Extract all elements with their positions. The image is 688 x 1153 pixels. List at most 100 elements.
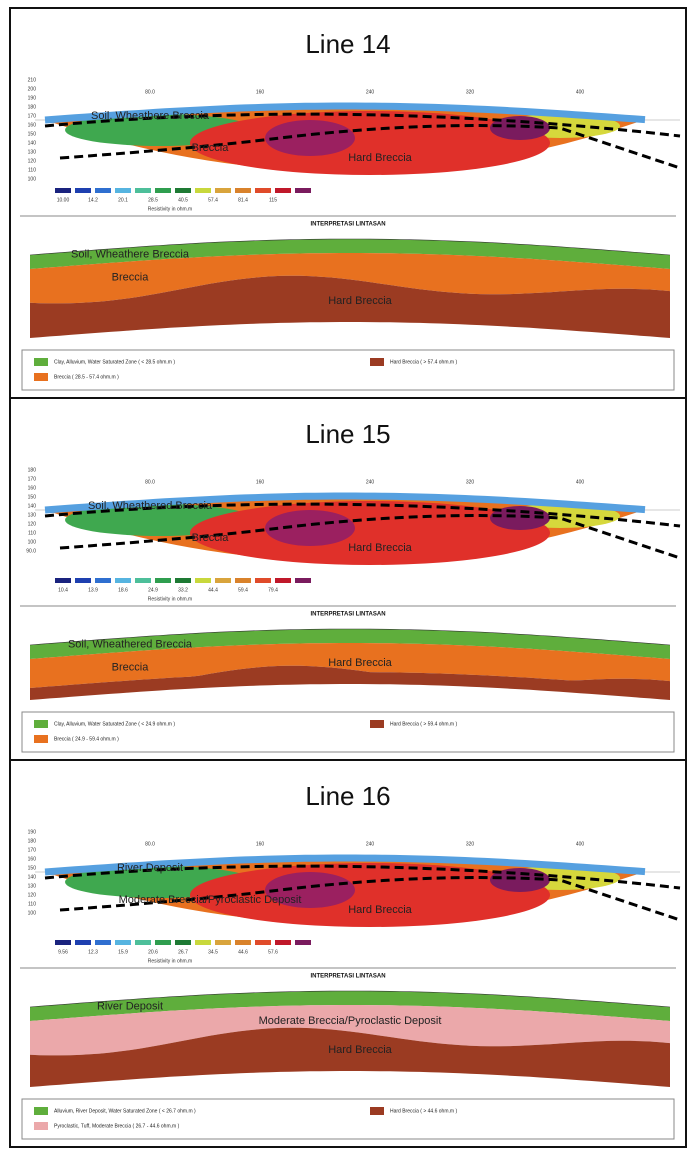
y-tick-label: 130 [28,512,37,518]
interp-title: INTERPRETASI LINTASAN [310,612,385,618]
section-label: River Deposit [117,862,183,874]
y-tick-label: 170 [28,847,37,853]
section-label: Hard Breccia [348,904,412,916]
y-tick-label: 210 [28,77,37,83]
interp-label: River Deposit [97,1000,163,1012]
y-tick-label: 100 [28,910,37,916]
x-tick-label: 80.0 [145,841,155,847]
x-tick-label: 320 [466,841,475,847]
scale-value: 28.5 [148,197,158,203]
interp-label: Breccia [112,661,150,673]
y-tick-label: 200 [28,86,37,92]
y-tick-label: 120 [28,158,37,164]
section-label: Soil, Wheathere Breccia [91,110,210,122]
x-tick-label: 240 [366,841,375,847]
scale-swatch [95,578,111,583]
y-tick-label: 170 [28,113,37,119]
scale-value: 40.5 [178,197,188,203]
scale-value: 34.5 [208,949,218,955]
scale-swatch [295,578,311,583]
scale-value: 33.2 [178,587,188,593]
legend-swatch [34,1122,48,1130]
y-tick-label: 150 [28,865,37,871]
section-purple [265,120,355,156]
scale-swatch [135,188,151,193]
legend-label: Hard Breccia ( > 59.4 ohm.m ) [390,721,457,727]
y-tick-label: 90.0 [26,548,36,554]
interp-title: INTERPRETASI LINTASAN [310,222,385,228]
scale-value: 14.2 [88,197,98,203]
scale-value: 115 [269,197,277,203]
scale-swatch [75,940,91,945]
x-tick-label: 80.0 [145,479,155,485]
x-tick-label: 240 [366,89,375,95]
y-tick-label: 100 [28,176,37,182]
scale-swatch [175,578,191,583]
scale-swatch [195,188,211,193]
x-tick-label: 160 [256,89,265,95]
panel-frame [10,760,686,1147]
scale-value: 79.4 [268,587,278,593]
legend-label: Hard Breccia ( > 57.4 ohm.m ) [390,359,457,365]
scale-swatch [235,940,251,945]
interp-label: Hard Breccia [328,657,392,669]
section-label: Breccia [192,142,230,154]
scale-swatch [255,940,271,945]
section-label: Breccia [192,532,230,544]
y-tick-label: 140 [28,503,37,509]
x-tick-label: 400 [576,479,585,485]
scale-swatch [295,940,311,945]
scale-caption: Resistivity in ohm.m [148,958,192,964]
scale-swatch [275,940,291,945]
interp-label: Breccia [112,271,150,283]
y-tick-label: 170 [28,476,37,482]
scale-value: 44.4 [208,587,218,593]
y-tick-label: 150 [28,494,37,500]
legend-swatch [34,720,48,728]
scale-value: 59.4 [238,587,248,593]
scale-swatch [235,188,251,193]
scale-swatch [195,940,211,945]
interp-title: INTERPRETASI LINTASAN [310,974,385,980]
legend-swatch [34,735,48,743]
scale-swatch [175,940,191,945]
figure: Line 14 80.0 160 240 320 400 210 200 190 180 170 16… [0,0,688,1153]
panel-title: Line 14 [305,29,390,59]
panel-frame [10,8,686,398]
scale-value: 10.4 [58,587,68,593]
legend-label: Clay, Alluvium, Water Saturated Zone ( <… [54,359,175,365]
section-label: Soil, Wheathered Breccia [88,500,213,512]
y-tick-label: 180 [28,104,37,110]
legend-box [22,1099,674,1139]
y-tick-label: 160 [28,485,37,491]
scale-value: 57.4 [208,197,218,203]
y-tick-label: 190 [28,829,37,835]
scale-swatch [155,188,171,193]
scale-swatch [235,578,251,583]
scale-caption: Resistivity in ohm.m [148,596,192,602]
legend-swatch [370,358,384,366]
y-tick-label: 120 [28,521,37,527]
scale-swatch [115,940,131,945]
scale-caption: Resistivity in ohm.m [148,206,192,212]
panel-frame [10,398,686,760]
scale-swatch [215,188,231,193]
legend-swatch [34,373,48,381]
y-tick-label: 100 [28,539,37,545]
y-tick-label: 180 [28,467,37,473]
legend-swatch [34,358,48,366]
scale-value: 15.9 [118,949,128,955]
y-tick-label: 120 [28,892,37,898]
interp-label: Soil, Wheathere Breccia [71,248,190,260]
scale-value: 10.00 [57,197,70,203]
legend-swatch [370,720,384,728]
scale-value: 26.7 [178,949,188,955]
legend-box [22,712,674,752]
scale-value: 24.9 [148,587,158,593]
y-tick-label: 150 [28,131,37,137]
scale-swatch [255,578,271,583]
section-purple [265,510,355,546]
scale-value: 44.6 [238,949,248,955]
x-tick-label: 160 [256,841,265,847]
scale-swatch [155,578,171,583]
